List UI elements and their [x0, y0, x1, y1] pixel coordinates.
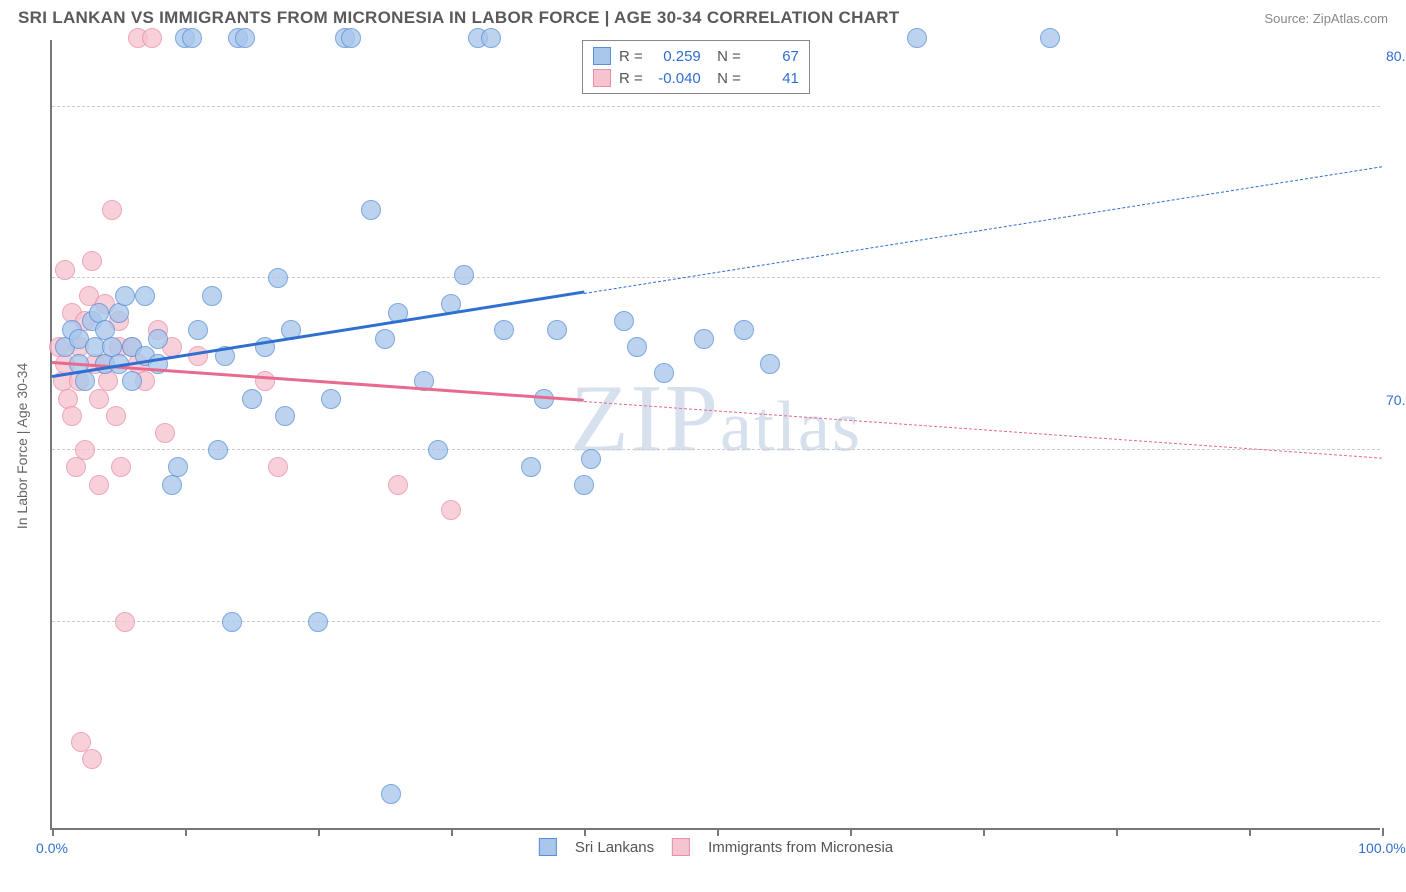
- data-point: [275, 406, 295, 426]
- data-point: [98, 371, 118, 391]
- data-point: [109, 303, 129, 323]
- chart-title: SRI LANKAN VS IMMIGRANTS FROM MICRONESIA…: [18, 8, 900, 28]
- data-point: [381, 784, 401, 804]
- stats-row-blue: R = 0.259 N = 67: [593, 45, 799, 67]
- data-point: [115, 612, 135, 632]
- data-point: [135, 286, 155, 306]
- data-point: [115, 286, 135, 306]
- data-point: [614, 311, 634, 331]
- xtick-label: 0.0%: [36, 840, 68, 856]
- data-point: [481, 28, 501, 48]
- data-point: [581, 449, 601, 469]
- data-point: [734, 320, 754, 340]
- data-point: [268, 268, 288, 288]
- data-point: [89, 475, 109, 495]
- data-point: [82, 749, 102, 769]
- data-point: [308, 612, 328, 632]
- legend-swatch-pink: [672, 838, 690, 856]
- ytick-label: 80.0%: [1386, 48, 1406, 64]
- data-point: [321, 389, 341, 409]
- stat-n-blue: 67: [749, 48, 799, 65]
- data-point: [1040, 28, 1060, 48]
- data-point: [521, 457, 541, 477]
- data-point: [760, 354, 780, 374]
- xtick: [584, 828, 586, 836]
- data-point: [66, 457, 86, 477]
- chart-header: SRI LANKAN VS IMMIGRANTS FROM MICRONESIA…: [0, 0, 1406, 32]
- data-point: [89, 389, 109, 409]
- data-point: [202, 286, 222, 306]
- data-point: [155, 423, 175, 443]
- data-point: [82, 251, 102, 271]
- data-point: [361, 200, 381, 220]
- data-point: [75, 440, 95, 460]
- stat-r-pink: -0.040: [651, 70, 701, 87]
- xtick: [717, 828, 719, 836]
- data-point: [75, 371, 95, 391]
- data-point: [208, 440, 228, 460]
- swatch-pink: [593, 69, 611, 87]
- xtick: [318, 828, 320, 836]
- data-point: [547, 320, 567, 340]
- data-point: [255, 371, 275, 391]
- data-point: [388, 475, 408, 495]
- data-point: [182, 28, 202, 48]
- xtick: [983, 828, 985, 836]
- data-point: [242, 389, 262, 409]
- data-point: [627, 337, 647, 357]
- trend-line: [584, 166, 1382, 294]
- y-axis-label: In Labor Force | Age 30-34: [14, 363, 30, 529]
- data-point: [341, 28, 361, 48]
- xtick: [850, 828, 852, 836]
- data-point: [654, 363, 674, 383]
- ytick-label: 70.0%: [1386, 392, 1406, 408]
- stats-row-pink: R = -0.040 N = 41: [593, 67, 799, 89]
- data-point: [168, 457, 188, 477]
- data-point: [102, 200, 122, 220]
- legend-label-blue: Sri Lankans: [575, 839, 654, 856]
- gridline-y: 80.0%: [52, 449, 1380, 450]
- data-point: [55, 260, 75, 280]
- data-point: [454, 265, 474, 285]
- data-point: [235, 28, 255, 48]
- xtick: [185, 828, 187, 836]
- xtick: [1249, 828, 1251, 836]
- xtick: [1116, 828, 1118, 836]
- gridline-y: 90.0%: [52, 277, 1380, 278]
- data-point: [106, 406, 126, 426]
- swatch-blue: [593, 47, 611, 65]
- xtick: [1382, 828, 1384, 836]
- data-point: [62, 406, 82, 426]
- chart-source: Source: ZipAtlas.com: [1264, 11, 1388, 26]
- data-point: [148, 329, 168, 349]
- xtick: [451, 828, 453, 836]
- data-point: [142, 28, 162, 48]
- data-point: [188, 320, 208, 340]
- data-point: [162, 475, 182, 495]
- data-point: [428, 440, 448, 460]
- data-point: [375, 329, 395, 349]
- data-point: [441, 500, 461, 520]
- data-point: [494, 320, 514, 340]
- legend-label-pink: Immigrants from Micronesia: [708, 839, 893, 856]
- stat-r-blue: 0.259: [651, 48, 701, 65]
- stats-legend-box: R = 0.259 N = 67 R = -0.040 N = 41: [582, 40, 810, 94]
- gridline-y: 70.0%: [52, 621, 1380, 622]
- legend-swatch-blue: [539, 838, 557, 856]
- gridline-y: 100.0%: [52, 106, 1380, 107]
- data-point: [268, 457, 288, 477]
- xtick: [52, 828, 54, 836]
- data-point: [574, 475, 594, 495]
- data-point: [111, 457, 131, 477]
- bottom-legend: Sri Lankans Immigrants from Micronesia: [539, 838, 893, 856]
- data-point: [694, 329, 714, 349]
- data-point: [122, 371, 142, 391]
- chart-plot-area: ZIPatlas R = 0.259 N = 67 R = -0.040 N =…: [50, 40, 1380, 830]
- data-point: [907, 28, 927, 48]
- stat-n-pink: 41: [749, 70, 799, 87]
- data-point: [222, 612, 242, 632]
- xtick-label: 100.0%: [1358, 840, 1405, 856]
